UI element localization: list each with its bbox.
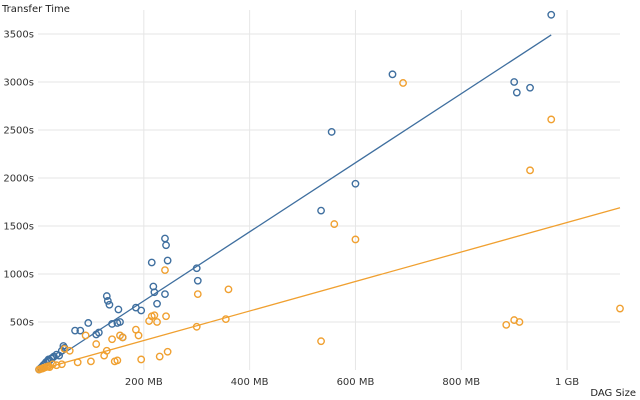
orange-point [193,290,202,299]
orange-point [108,335,116,344]
orange-point [52,361,61,370]
blue-point [105,300,114,309]
grid [38,10,620,370]
blue-point [108,320,116,328]
orange-point [221,315,230,324]
x-axis-title: DAG Size [590,388,636,399]
orange-point [547,115,556,124]
orange-point [162,312,170,321]
blue-point [192,264,201,273]
blue-point [153,299,161,308]
blue-point [327,128,336,136]
blue-point [193,276,202,285]
orange-point [399,79,407,87]
orange-point [515,318,524,326]
orange-point [526,166,534,175]
orange-point [102,346,111,355]
data-points [35,10,624,374]
y-tick-label: 1000s [3,270,34,281]
x-tick-label: 800 MB [442,377,480,388]
y-tick-label: 2000s [3,174,34,185]
blue-point [351,179,360,188]
orange-point [81,331,90,340]
orange-point [92,340,101,348]
orange-point [44,362,53,371]
orange-point [224,285,233,294]
blue-point [317,206,325,215]
blue-point [510,78,519,86]
orange-point [57,360,66,369]
y-axis-title: Transfer Time [1,4,70,15]
orange-point [155,352,164,361]
orange-point [65,346,74,355]
blue-point [512,88,521,97]
blue-point [526,83,534,92]
orange-point [153,318,161,326]
orange-point [118,333,127,342]
blue-point [147,258,156,267]
blue-point [547,10,556,19]
blue-series [35,10,556,374]
blue-point [94,328,103,337]
tick-labels: 500s 1000s 1500s 2000s 2500s 3000s 3500s 200 MB… [3,30,579,389]
orange-point [163,347,172,356]
orange-point [48,360,57,369]
orange-point [616,304,624,313]
x-tick-label: 200 MB [125,377,163,388]
blue-point [161,290,169,299]
orange-trend-line [37,207,621,371]
blue-point [150,288,159,297]
y-tick-label: 1500s [3,222,34,233]
blue-point [84,319,93,327]
orange-point [137,355,146,364]
orange-point [161,266,169,275]
blue-point [388,70,397,79]
blue-trend-line [37,34,552,371]
blue-point [137,306,146,315]
orange-point [113,356,122,365]
y-tick-label: 500s [10,318,34,329]
orange-point [330,220,339,228]
orange-point [502,320,511,329]
orange-point [192,322,201,331]
orange-point [134,331,143,340]
y-tick-label: 2500s [3,126,34,137]
orange-point [87,357,95,366]
blue-point [76,326,85,335]
blue-point [116,318,124,326]
blue-point [163,256,172,265]
orange-point [73,358,82,367]
blue-point [71,326,79,335]
blue-point [103,296,112,305]
blue-point [162,241,170,250]
orange-point [150,311,159,320]
orange-point [317,337,325,346]
y-tick-label: 3500s [3,30,34,41]
blue-point [114,305,123,314]
blue-point [102,292,111,300]
y-tick-label: 3000s [3,78,34,89]
x-tick-label: 600 MB [337,377,375,388]
x-tick-label: 400 MB [231,377,269,388]
orange-series [35,79,624,374]
orange-point [351,235,360,244]
x-tick-label: 1 GB [555,377,579,388]
trend-lines [37,34,621,371]
blue-point [161,234,169,243]
